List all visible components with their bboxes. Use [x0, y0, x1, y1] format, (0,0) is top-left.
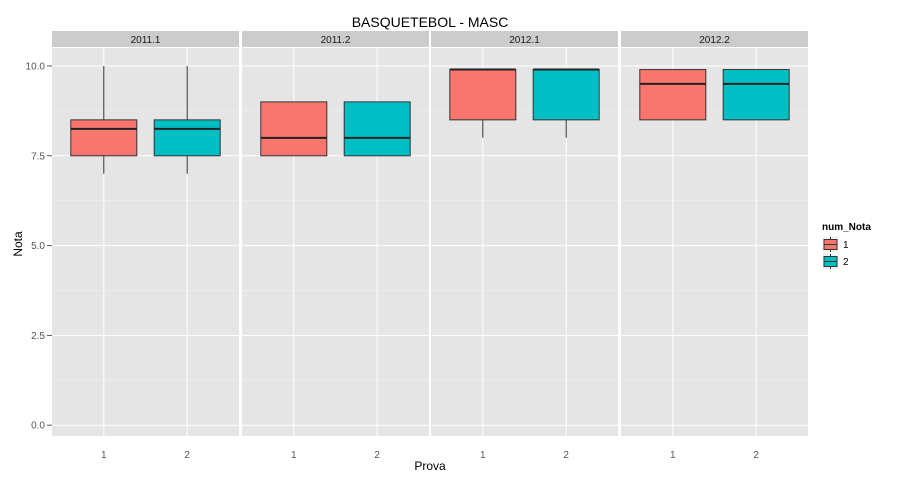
panel-background: [52, 48, 239, 436]
x-tick-label: 2: [184, 450, 190, 461]
box-2012.1-1: [449, 68, 517, 138]
box-body: [260, 101, 328, 157]
facet-panel-2012.1: 2012.1 1 2: [431, 31, 618, 461]
facet-strip: [431, 31, 618, 47]
box-body: [70, 119, 138, 157]
chart-title: BASQUETEBOL - MASC: [352, 14, 509, 30]
facet-strip: [621, 31, 808, 47]
facet-panels: 2011.1 1 2 2011.2 1 2 2012.1 1 2 2012.2 1 2: [52, 31, 808, 461]
box-body: [343, 101, 411, 157]
y-tick-label: 7.5: [31, 151, 45, 162]
y-axis-title: Nota: [11, 231, 25, 257]
box-2012.2-2: [722, 69, 790, 121]
x-tick-label: 1: [670, 450, 676, 461]
facet-strip-label: 2011.1: [131, 35, 161, 46]
facet-strip: [52, 31, 239, 47]
legend-label: 1: [843, 240, 849, 251]
box-2011.1-2: [153, 65, 221, 174]
y-tick-label: 2.5: [31, 331, 45, 342]
box-2011.2-1: [260, 101, 328, 157]
y-axis-ticks: 0.0 2.5 5.0 7.5 10.0: [26, 61, 52, 432]
x-tick-label: 2: [563, 450, 569, 461]
y-tick-label: 5.0: [31, 241, 45, 252]
facet-panel-2012.2: 2012.2 1 2: [621, 31, 808, 461]
x-tick-label: 1: [480, 450, 486, 461]
box-2011.2-2: [343, 101, 411, 157]
legend-title: num_Nota: [822, 222, 871, 233]
box-body: [153, 119, 221, 157]
box-body: [532, 69, 600, 121]
x-tick-label: 1: [291, 450, 297, 461]
box-2012.1-2: [532, 68, 600, 138]
facet-panel-2011.1: 2011.1 1 2: [52, 31, 239, 461]
x-tick-label: 1: [101, 450, 107, 461]
y-tick-label: 10.0: [26, 61, 46, 72]
box-2011.1-1: [70, 65, 138, 174]
facet-strip: [242, 31, 429, 47]
box-body: [639, 69, 707, 121]
legend-label: 2: [843, 257, 849, 268]
y-tick-label: 0.0: [31, 421, 45, 432]
facet-strip-label: 2012.2: [699, 35, 730, 46]
x-axis-title: Prova: [414, 459, 446, 473]
x-tick-label: 2: [753, 450, 759, 461]
x-tick-label: 2: [374, 450, 380, 461]
box-body: [722, 69, 790, 121]
legend: num_Nota 1 2: [821, 222, 871, 271]
facet-strip-label: 2011.2: [321, 35, 351, 46]
facet-strip-label: 2012.1: [509, 35, 540, 46]
facet-panel-2011.2: 2011.2 1 2: [242, 31, 429, 461]
box-2012.2-1: [639, 69, 707, 121]
legend-entry-2: 2: [821, 252, 849, 271]
box-body: [449, 69, 517, 121]
legend-entry-1: 1: [821, 235, 849, 254]
